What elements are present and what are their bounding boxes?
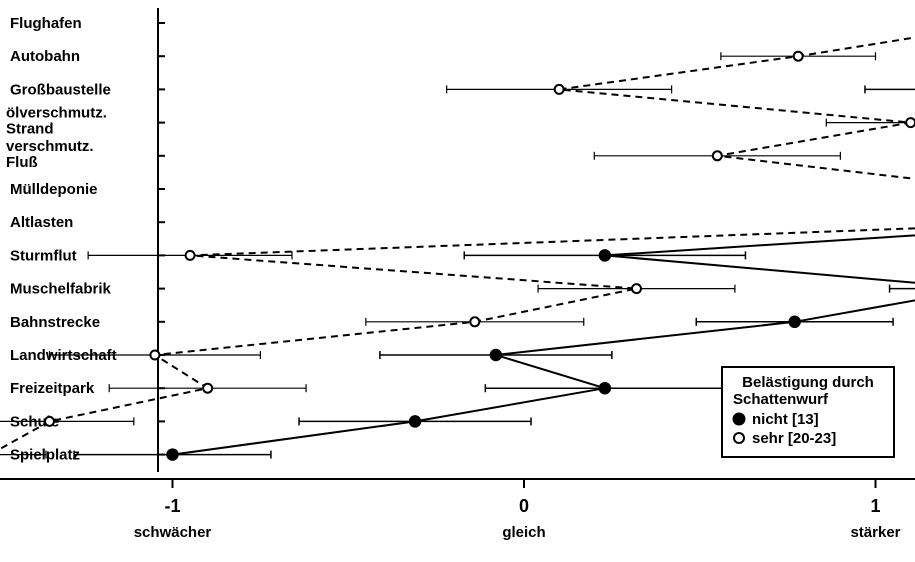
y-tick-label: Flughafen xyxy=(10,15,82,32)
data-point-nicht xyxy=(408,415,422,428)
data-point-sehr xyxy=(184,249,196,261)
legend-label-sehr: sehr [20-23] xyxy=(752,430,836,447)
legend-title-line-2: Schattenwurf xyxy=(733,391,829,408)
series-line-sehr xyxy=(0,36,915,451)
legend-marker-filled xyxy=(732,412,746,426)
x-tick-label: 0 xyxy=(519,496,529,516)
x-tick-word: stärker xyxy=(850,524,900,541)
y-tick-label: Großbaustelle xyxy=(10,81,111,98)
y-tick-label: Sturmflut xyxy=(10,247,77,264)
x-tick-label: 1 xyxy=(870,496,880,516)
data-point-sehr xyxy=(711,150,723,162)
data-point-sehr xyxy=(630,283,642,295)
y-tick-label: Muschelfabrik xyxy=(10,281,112,298)
y-tick-label: verschmutz. xyxy=(6,138,94,155)
y-tick-label: Altlasten xyxy=(10,214,73,231)
data-point-sehr xyxy=(149,349,161,361)
legend: Belästigung durch Schattenwurf nicht [13… xyxy=(721,366,895,458)
data-point-sehr xyxy=(905,117,915,129)
x-tick-word: gleich xyxy=(502,524,545,541)
data-point-nicht xyxy=(598,249,612,262)
data-point-sehr xyxy=(553,83,565,95)
series-line-nicht xyxy=(172,234,915,456)
data-point-nicht xyxy=(489,348,503,362)
y-tick-label: Autobahn xyxy=(10,48,80,65)
data-point-nicht xyxy=(788,315,801,329)
x-tick-word: schwächer xyxy=(134,524,212,541)
legend-box xyxy=(721,366,895,458)
y-tick-label: Freizeitpark xyxy=(10,380,95,397)
data-point-sehr xyxy=(792,50,804,62)
y-tick-label: Bahnstrecke xyxy=(10,314,100,331)
data-point-sehr xyxy=(43,415,55,427)
legend-marker-open xyxy=(733,432,745,444)
data-point-nicht xyxy=(598,381,612,395)
plot-area: Flughafen Autobahn Großbaustelle ölverschmu… xyxy=(0,8,915,541)
y-tick-label: ölverschmutz. xyxy=(6,105,107,122)
data-point-sehr xyxy=(202,382,214,394)
y-tick-label: Strand xyxy=(6,121,54,138)
legend-label-nicht: nicht [13] xyxy=(752,411,819,428)
data-point-sehr xyxy=(469,316,481,328)
x-tick-label: -1 xyxy=(164,496,180,516)
y-tick-label: Fluß xyxy=(6,154,38,171)
data-point-nicht xyxy=(166,448,179,461)
legend-title-line-1: Belästigung durch xyxy=(742,374,874,391)
y-tick-label: Mülldeponie xyxy=(10,181,98,198)
